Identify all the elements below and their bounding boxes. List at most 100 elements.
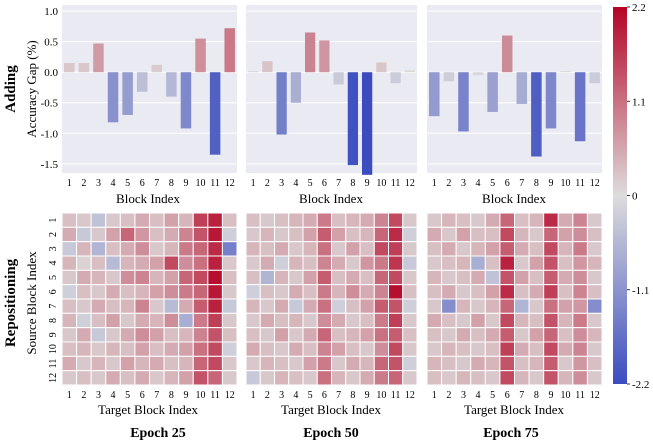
y-tick-label: 10 xyxy=(48,344,59,354)
heatmap-cell xyxy=(119,327,136,343)
heatmap-cell xyxy=(572,298,588,314)
heatmap-cell xyxy=(192,255,209,271)
heatmap-cell xyxy=(345,226,361,243)
x-tick-label: 6 xyxy=(322,390,327,401)
heatmap-cell xyxy=(61,255,78,271)
heatmap-cell xyxy=(316,298,332,314)
heatmap-cell xyxy=(192,312,209,329)
heatmap-cell xyxy=(557,212,574,228)
x-tick-label: 7 xyxy=(154,178,159,189)
x-tick-label: 12 xyxy=(405,390,415,401)
heatmap-cell xyxy=(345,327,361,343)
y-tick-label: -0.5 xyxy=(41,98,59,110)
heatmap-cell xyxy=(316,312,332,329)
heatmap-cell xyxy=(484,284,501,300)
bar xyxy=(390,72,401,84)
heatmap-cell xyxy=(105,370,121,386)
heatmap-cell xyxy=(543,370,559,386)
x-tick-label: 1 xyxy=(67,178,72,189)
x-tick-label: 8 xyxy=(169,178,174,189)
x-tick-label: 5 xyxy=(125,390,130,401)
heatmap-cell xyxy=(455,212,472,228)
heatmap-cell xyxy=(259,327,275,343)
x-tick-label: 8 xyxy=(534,178,539,189)
heatmap-cell xyxy=(514,255,530,271)
row-label-adding: Adding xyxy=(3,65,19,113)
heatmap-cell xyxy=(149,355,165,372)
heatmap-cell xyxy=(359,312,375,329)
heatmap-cell xyxy=(105,226,121,243)
x-tick-label: 11 xyxy=(391,390,401,401)
heatmap-cell xyxy=(441,312,457,329)
heatmap-cell xyxy=(90,298,107,314)
heatmap-cell xyxy=(316,284,332,300)
heatmap-cell xyxy=(484,212,501,228)
heatmap-cell xyxy=(499,269,515,286)
heatmap-cell xyxy=(528,298,545,314)
heatmap-cell xyxy=(105,241,121,257)
heatmap-cell xyxy=(388,341,404,357)
bar xyxy=(93,43,104,73)
heatmap-cell xyxy=(402,312,418,329)
heatmap-cell xyxy=(455,269,472,286)
x-tick-label: 4 xyxy=(111,178,116,189)
bar xyxy=(195,38,206,73)
heatmap-cell xyxy=(134,226,151,243)
heatmap-cell xyxy=(441,341,457,357)
heatmap-cell xyxy=(543,241,559,257)
heatmap-cell xyxy=(470,355,486,372)
heatmap-cell xyxy=(426,255,443,271)
heatmap-cell xyxy=(149,298,165,314)
heatmap-cell xyxy=(499,355,515,372)
x-tick-label: 3 xyxy=(461,390,466,401)
heatmap-cell xyxy=(586,341,603,357)
heatmap-cell xyxy=(61,370,78,386)
bar xyxy=(501,35,513,73)
x-tick-label: 11 xyxy=(575,178,585,189)
y-tick-label: -1.0 xyxy=(41,128,59,140)
heatmap-cell xyxy=(61,298,78,314)
heatmap-cell xyxy=(388,212,404,228)
x-tick-label: 5 xyxy=(490,178,495,189)
heatmap-cell xyxy=(402,298,418,314)
heatmap-cell xyxy=(402,341,418,357)
heatmap-cell xyxy=(192,327,209,343)
heatmap-cell xyxy=(288,226,304,243)
heatmap-cell xyxy=(90,269,107,286)
heatmap-cell xyxy=(484,255,501,271)
x-tick-label: 2 xyxy=(81,178,86,189)
heatmap-cell xyxy=(455,241,472,257)
y-tick-label: 7 xyxy=(48,304,59,309)
heatmap-cell xyxy=(345,370,361,386)
heatmap-cell xyxy=(163,255,180,271)
x-tick-label: 3 xyxy=(279,390,284,401)
heatmap-cell xyxy=(178,212,194,228)
y-tick-label: 5 xyxy=(48,275,59,280)
bar xyxy=(224,28,235,73)
bar xyxy=(107,72,119,123)
heatmap-cell xyxy=(331,212,347,228)
heatmap-cell xyxy=(259,298,275,314)
heatmap-cell xyxy=(543,298,559,314)
heatmap-cell xyxy=(134,327,151,343)
heatmap-cell xyxy=(499,341,515,357)
heatmap-cell xyxy=(163,212,180,228)
heatmap-cell xyxy=(470,312,486,329)
heatmap-cell xyxy=(514,370,530,386)
heatmap-cell xyxy=(426,212,443,228)
heatmap-cell xyxy=(586,355,603,372)
heatmap-cell xyxy=(441,269,457,286)
heatmap-cell xyxy=(331,226,347,243)
heatmap-cell xyxy=(455,298,472,314)
heatmap-cell xyxy=(274,241,290,257)
heatmap-cell xyxy=(373,284,389,300)
heatmap-cell xyxy=(163,341,180,357)
heatmap-cell xyxy=(572,269,588,286)
heatmap-cell xyxy=(499,212,515,228)
heatmap-cell xyxy=(331,284,347,300)
heatmap-cell xyxy=(90,355,107,372)
x-tick-label: 8 xyxy=(169,390,174,401)
heatmap-cell xyxy=(163,284,180,300)
heatmap-cell xyxy=(274,327,290,343)
